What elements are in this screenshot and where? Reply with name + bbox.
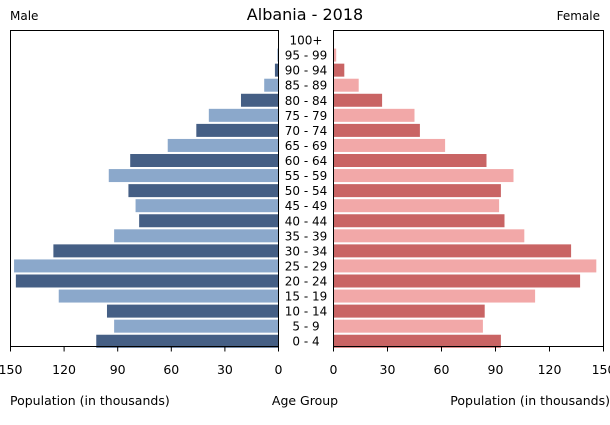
age-group-label: 60 - 64 (285, 154, 328, 168)
male-bars (14, 33, 279, 348)
age-group-label: 30 - 34 (285, 244, 328, 258)
male-bar (196, 123, 279, 137)
male-bar (114, 319, 279, 333)
x-axis-label-right: Population (in thousands) (450, 393, 610, 408)
male-tick-label: 150 (0, 362, 22, 377)
male-bar (108, 169, 279, 183)
age-group-label: 80 - 84 (285, 94, 328, 108)
age-group-label: 5 - 9 (292, 320, 319, 334)
x-axis-label-center: Age Group (271, 393, 339, 408)
male-bar (135, 199, 279, 213)
age-group-label: 85 - 89 (285, 79, 328, 93)
male-bar (14, 259, 279, 273)
age-group-label: 100+ (290, 34, 323, 48)
female-bars (333, 33, 597, 348)
male-bar (53, 244, 279, 258)
male-tick-label: 90 (110, 362, 126, 377)
male-bar (277, 48, 279, 62)
x-axis-label-left: Population (in thousands) (10, 393, 170, 408)
age-group-label: 95 - 99 (285, 49, 328, 63)
female-bar (333, 93, 383, 107)
male-bar (128, 184, 279, 198)
male-tick-label: 60 (163, 362, 179, 377)
female-bar (333, 138, 446, 152)
age-group-label: 35 - 39 (285, 229, 328, 243)
female-tick-label: 30 (380, 362, 396, 377)
female-bar (333, 184, 501, 198)
female-tick-label: 0 (330, 362, 338, 377)
age-group-label: 55 - 59 (285, 169, 328, 183)
male-bar (96, 334, 279, 348)
age-group-label: 50 - 54 (285, 184, 328, 198)
age-group-label: 20 - 24 (285, 274, 328, 288)
female-tick-label: 60 (434, 362, 450, 377)
female-bar (333, 334, 501, 348)
male-bar (15, 274, 279, 288)
female-bar (333, 259, 597, 273)
female-tick-label: 120 (538, 362, 562, 377)
female-bar (333, 244, 572, 258)
female-tick-label: 150 (592, 362, 610, 377)
female-bar (333, 214, 505, 228)
male-bar (106, 304, 279, 318)
female-bar (333, 78, 359, 92)
female-bar (333, 304, 485, 318)
male-plot-frame (10, 30, 279, 347)
male-bar (130, 154, 279, 168)
female-heading: Female (556, 9, 600, 23)
age-group-label: 70 - 74 (285, 124, 328, 138)
female-tick-label: 90 (488, 362, 504, 377)
female-bar (333, 319, 483, 333)
male-bar (240, 93, 279, 107)
age-group-label: 90 - 94 (285, 64, 328, 78)
age-group-label: 45 - 49 (285, 199, 328, 213)
male-tick-label: 120 (52, 362, 76, 377)
age-group-label: 10 - 14 (285, 305, 328, 319)
female-bar (333, 274, 581, 288)
age-group-label: 40 - 44 (285, 214, 328, 228)
age-group-label: 15 - 19 (285, 290, 328, 304)
female-plot-frame (333, 30, 604, 347)
male-heading: Male (10, 9, 39, 23)
male-bar (264, 78, 279, 92)
female-bar (333, 108, 415, 122)
age-group-label: 65 - 69 (285, 139, 328, 153)
male-bar (58, 289, 279, 303)
male-tick-label: 30 (217, 362, 233, 377)
age-group-label: 75 - 79 (285, 109, 328, 123)
axis-ticks: 150 120 90 60 30 0 0 30 60 90 120 150 (0, 346, 610, 377)
female-bar (333, 169, 514, 183)
male-bar (139, 214, 279, 228)
female-bar (333, 199, 500, 213)
male-tick-label: 0 (275, 362, 283, 377)
male-bar (167, 138, 279, 152)
male-bar (274, 63, 279, 77)
female-bar (333, 229, 525, 243)
female-bar (333, 154, 487, 168)
female-bar (333, 123, 420, 137)
age-group-label: 0 - 4 (292, 335, 319, 349)
male-bar (208, 108, 279, 122)
age-group-label: 25 - 29 (285, 259, 328, 273)
male-bar (114, 229, 279, 243)
female-bar (333, 48, 337, 62)
female-bar (333, 63, 345, 77)
female-bar (333, 289, 536, 303)
chart-title: Albania - 2018 (246, 5, 364, 24)
